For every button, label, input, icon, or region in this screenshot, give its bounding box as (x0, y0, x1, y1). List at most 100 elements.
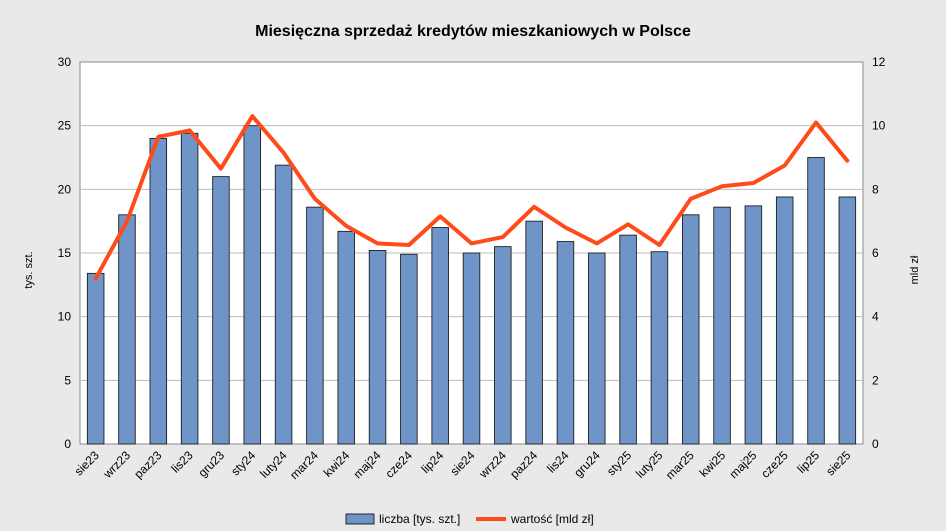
line-point (595, 241, 599, 245)
bar (337, 230, 355, 445)
x-tick-label: lip24 (418, 448, 446, 476)
x-tick-label: cze25 (758, 448, 791, 481)
bar (431, 227, 449, 445)
y-tick-label-left: 0 (64, 437, 71, 451)
bar (400, 253, 418, 445)
x-tick-label: mar25 (663, 448, 697, 482)
bar (180, 132, 199, 445)
x-tick-label: luty24 (257, 448, 290, 481)
bar (306, 206, 324, 445)
x-tick-label: lis23 (168, 448, 196, 476)
line-point (125, 219, 129, 223)
chart-title: Miesięczna sprzedaż kredytów mieszkaniow… (255, 23, 691, 40)
y-tick-label-left: 25 (58, 119, 72, 133)
x-tick-label: luty25 (633, 448, 666, 481)
line-point (282, 151, 286, 155)
bar (243, 125, 262, 445)
line-point (563, 226, 567, 230)
line-point (720, 184, 724, 188)
line-point (626, 222, 630, 226)
x-tick-label: sie23 (72, 448, 102, 478)
y-tick-label-right: 2 (872, 373, 879, 387)
x-tick-label: paz24 (507, 448, 540, 481)
bar (149, 137, 168, 445)
line-point (188, 128, 192, 132)
y-tick-label-left: 10 (58, 310, 72, 324)
y-tick-label-right: 8 (872, 182, 879, 196)
line-point (845, 159, 849, 163)
x-tick-label: sty25 (604, 448, 634, 478)
bar (525, 220, 543, 445)
bar (462, 252, 481, 445)
x-tick-label: cze24 (382, 448, 415, 481)
y-tick-label-left: 30 (58, 55, 72, 69)
bar (775, 196, 794, 445)
y-tick-label-right: 10 (872, 119, 886, 133)
x-tick-label: mar24 (287, 448, 321, 482)
y-tick-label-left: 20 (58, 182, 72, 196)
line-series (93, 114, 850, 281)
x-tick-label: wrz24 (476, 448, 509, 481)
bar (744, 205, 763, 445)
y-tick-label-right: 0 (872, 437, 879, 451)
bar (588, 252, 606, 445)
x-tick-label: gru24 (571, 448, 603, 480)
line-point (501, 235, 505, 239)
bar (212, 176, 230, 445)
bar (556, 241, 575, 445)
line-point (438, 214, 442, 218)
x-tick-label: wrz23 (100, 448, 133, 481)
y-tick-label-left: 5 (64, 373, 71, 387)
y-axis-right: 0 2 4 6 8 10 12 (872, 55, 886, 451)
y-axis-left: 0 5 10 15 20 25 30 (58, 55, 72, 451)
line-point (407, 243, 411, 247)
bar (807, 157, 825, 445)
bar (681, 214, 700, 445)
line-point (313, 197, 317, 201)
line-point (470, 241, 473, 245)
x-tick-label: sty24 (228, 448, 258, 478)
legend-bar-label: liczba [tys. szt.] (379, 512, 460, 526)
x-tick-label: lip25 (794, 448, 822, 476)
y-axis-left-label: tys. szt. (23, 251, 35, 288)
line-point (657, 243, 661, 247)
line-point (94, 276, 98, 280)
line-point (532, 205, 536, 209)
x-tick-label: kwi25 (697, 448, 729, 480)
bar (650, 251, 669, 445)
bar (838, 196, 857, 445)
line-point (250, 114, 254, 118)
line-point (751, 181, 755, 185)
line-point (219, 167, 223, 171)
bar (118, 214, 136, 445)
bar (274, 164, 293, 445)
y-tick-label-right: 12 (872, 55, 886, 69)
y-axis-right-label: mld zł (909, 255, 921, 284)
bar-series (86, 125, 857, 445)
y-tick-label-left: 15 (58, 246, 72, 260)
y-tick-label-right: 4 (872, 310, 879, 324)
legend-bar-swatch (345, 513, 375, 525)
bar (368, 250, 387, 445)
bar (619, 234, 637, 445)
line-point (376, 241, 380, 245)
legend: liczba [tys. szt.] wartość [mld zł] (345, 512, 594, 526)
x-tick-label: lis24 (544, 448, 572, 476)
bar (494, 246, 512, 445)
bar (713, 206, 731, 445)
x-tick-label: sie25 (823, 448, 853, 478)
line-point (344, 224, 348, 228)
line-point (783, 163, 787, 167)
x-tick-label: gru23 (195, 448, 227, 480)
x-tick-label: paz23 (131, 448, 164, 481)
legend-line-label: wartość [mld zł] (510, 512, 594, 526)
x-tick-label: kwi24 (321, 448, 353, 480)
y-tick-label-right: 6 (872, 246, 879, 260)
x-tick-label: maj24 (351, 448, 384, 481)
line-point (689, 197, 693, 201)
x-tick-label: sie24 (447, 448, 477, 478)
line-point (814, 120, 818, 124)
